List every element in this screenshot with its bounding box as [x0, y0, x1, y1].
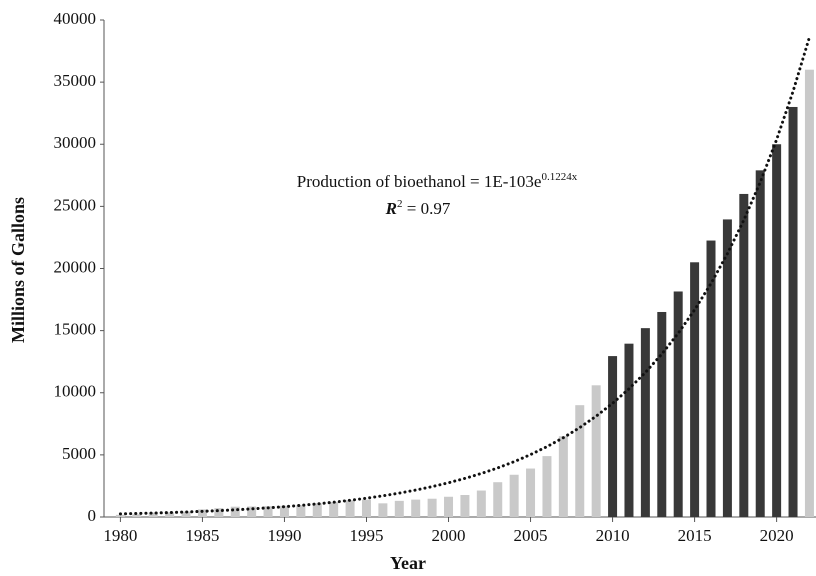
bar [755, 170, 765, 517]
annotation-text: = 0.97 [403, 199, 451, 218]
bar [312, 503, 322, 517]
x-tick-label: 2015 [678, 526, 712, 545]
bar [575, 405, 585, 517]
y-tick-label: 10000 [54, 382, 97, 401]
x-tick-label: 1985 [185, 526, 219, 545]
x-tick-label: 1980 [103, 526, 137, 545]
annotation-superscript: 0.1224x [541, 171, 577, 183]
bar [493, 482, 503, 517]
x-axis-label: Year [390, 553, 426, 573]
annotation-text: Production of bioethanol = 1E-103e [297, 172, 542, 191]
bar [214, 508, 224, 517]
bar [427, 498, 437, 517]
bar [247, 506, 257, 517]
bar [591, 385, 601, 517]
annotation-italic: R [385, 199, 397, 218]
bar [509, 474, 519, 517]
annotation: Production of bioethanol = 1E-103e0.1224… [297, 171, 578, 191]
bar [706, 240, 716, 517]
x-tick-label: 2005 [514, 526, 548, 545]
bar [608, 356, 618, 517]
bar [673, 291, 683, 517]
bar [722, 219, 732, 517]
annotation-superscript: 2 [397, 198, 403, 210]
y-tick-label: 15000 [54, 320, 97, 339]
bar [558, 436, 568, 517]
x-tick-label: 2020 [760, 526, 794, 545]
bar [476, 490, 486, 517]
bar [197, 509, 207, 517]
bar [624, 343, 634, 517]
bar [361, 499, 371, 517]
bar [378, 503, 388, 517]
bar [444, 496, 454, 517]
bar [345, 500, 355, 517]
bar [542, 456, 552, 517]
bar [739, 193, 749, 517]
bar [263, 506, 273, 517]
trend-line [118, 35, 811, 516]
y-tick-label: 30000 [54, 133, 97, 152]
bar [690, 262, 700, 517]
bar [115, 514, 125, 517]
annotation: R2 = 0.97 [385, 198, 451, 218]
bar [804, 69, 814, 517]
x-tick-label: 1995 [349, 526, 383, 545]
bar [148, 512, 158, 517]
y-tick-label: 5000 [62, 444, 96, 463]
bar [460, 495, 470, 517]
bar [657, 311, 667, 517]
bar [329, 502, 339, 517]
bar [279, 505, 289, 517]
bar [411, 499, 421, 517]
bar [132, 514, 142, 517]
x-tick-label: 2000 [432, 526, 466, 545]
y-tick-label: 20000 [54, 257, 97, 276]
bar [788, 106, 798, 517]
y-tick-label: 0 [88, 506, 97, 525]
x-tick-label: 2010 [596, 526, 630, 545]
y-tick-label: 35000 [54, 71, 97, 90]
x-tick-label: 1990 [267, 526, 301, 545]
bar [772, 144, 782, 517]
bar [181, 511, 191, 517]
bar [230, 506, 240, 517]
bar [296, 505, 306, 517]
y-tick-label: 25000 [54, 195, 97, 214]
y-tick-label: 40000 [54, 9, 97, 28]
bar [640, 328, 650, 517]
bar [165, 512, 175, 517]
y-axis-label: Millions of Gallons [8, 197, 28, 343]
bar [394, 500, 404, 517]
bar [526, 468, 536, 517]
